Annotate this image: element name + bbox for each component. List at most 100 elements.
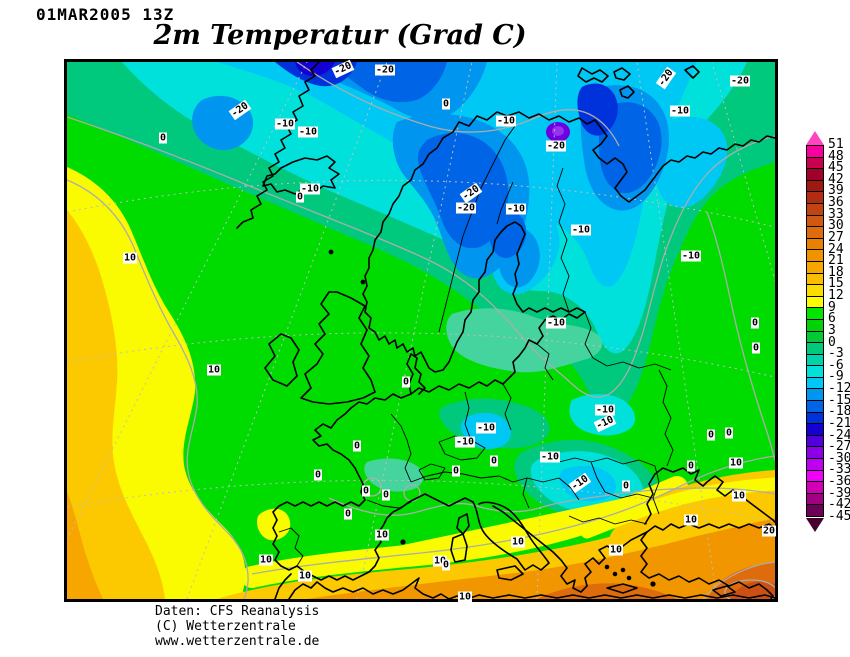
parallel-line [67, 479, 775, 523]
isotherm-label: 20 [761, 525, 777, 537]
colorbar-value: 33 [828, 206, 844, 222]
colorbar-value: 15 [828, 276, 844, 292]
border-portugal-spain [278, 527, 304, 567]
colorbar-box [807, 331, 823, 344]
border-norway-sweden [438, 125, 516, 333]
isotherm-label: 10 [608, 544, 624, 556]
coast-greenland [236, 62, 320, 229]
colorbar-value: 39 [828, 183, 844, 199]
fill-yellow-portugal-patch [257, 508, 291, 541]
coast-turkey-west-south [640, 531, 774, 599]
colorbar-box [807, 261, 823, 274]
border-switzerland [418, 463, 446, 481]
border-poland-east [502, 311, 594, 431]
isotherm-label: -10 [545, 317, 567, 329]
coast-sicily [496, 565, 524, 581]
isotherm-label: 10 [258, 554, 274, 566]
border-germany-poland [464, 391, 472, 441]
website-url: www.wetterzentrale.de [155, 634, 320, 649]
coast-denmark [406, 353, 426, 395]
fill-deepblue-topcenter [329, 62, 447, 103]
isotherm-label: 10 [510, 536, 526, 548]
isotherm-label: 0 [352, 440, 362, 452]
coast-iceland [262, 155, 340, 195]
border-finland-russia [556, 167, 570, 313]
country-border-layer [278, 125, 674, 567]
colorbar-box [807, 319, 823, 332]
colorbar-box [807, 192, 823, 204]
colorbar-box [807, 505, 823, 516]
isotherm-label: -20 [545, 140, 567, 152]
colorbar-box [807, 238, 823, 251]
isotherm-label: 0 [401, 376, 411, 388]
isotherm-label: -20 [228, 99, 252, 121]
coast-britain [300, 291, 376, 405]
isotherm-label: -10 [593, 413, 617, 433]
colorbar-value: 21 [828, 253, 844, 269]
colorbar-value: 6 [828, 311, 836, 327]
isotherm-label: -10 [669, 105, 691, 117]
colorbar-value: -6 [828, 357, 844, 373]
contour-minus20c [296, 62, 620, 147]
colorbar-box [807, 377, 823, 390]
colorbar-value: -21 [828, 415, 850, 431]
isotherm-label: 0 [751, 342, 761, 354]
colorbar-box [807, 470, 823, 483]
colorbar-value: -42 [828, 497, 850, 513]
coast-baltic-south [410, 311, 586, 395]
isotherm-label: 0 [621, 480, 631, 492]
border-france-east [390, 413, 412, 483]
coast-italy [472, 501, 550, 571]
attribution-footer: Daten: CFS Reanalysis (C) Wetterzentrale… [155, 604, 319, 649]
isotherm-label: -10 [297, 126, 319, 138]
colorbar-box [807, 354, 823, 367]
isotherm-label: -10 [539, 451, 561, 463]
fill-mint-nspain [364, 458, 424, 492]
isotherm-label: 0 [686, 460, 696, 472]
coast-scandinavia-west [362, 111, 586, 373]
meridian-line [636, 62, 718, 599]
isotherm-label: -20 [655, 66, 677, 90]
isotherm-label: -10 [475, 422, 497, 434]
island-aegean-1 [604, 564, 610, 570]
isotherm-label: -10 [594, 404, 616, 416]
colorbar-box [807, 169, 823, 181]
island-shetland [360, 279, 366, 285]
isotherm-label: -20 [459, 182, 483, 204]
graticule-layer [67, 62, 775, 599]
meridian-line [67, 62, 308, 541]
colorbar-box [807, 482, 823, 494]
isotherm-label: -10 [274, 118, 296, 130]
colorbar-value: 12 [828, 287, 844, 303]
isotherm-label: 0 [750, 317, 760, 329]
contour-10c-atlantic [67, 179, 249, 599]
colorbar-value: -3 [828, 346, 844, 362]
isotherm-label: -20 [729, 75, 751, 87]
fill-orange-africa [307, 518, 775, 599]
isotherm-label: 0 [361, 485, 371, 497]
colorbar-box [807, 459, 823, 471]
colorbar-triangle-top [806, 131, 824, 145]
chart-title: 2m Temperatur (Grad C) [153, 20, 527, 51]
isotherm-label: 10 [374, 529, 390, 541]
colorbar-value: -12 [828, 380, 850, 396]
colorbar-value: -36 [828, 473, 850, 489]
isotherm-label: 0 [313, 469, 323, 481]
coast-turkey-north [646, 523, 775, 533]
coastline-layer [236, 62, 775, 599]
run-datetime: 01MAR2005 13Z [36, 5, 175, 24]
island-aegean-4 [626, 575, 632, 581]
colorbar-box [807, 401, 823, 413]
isotherm-label: -10 [495, 115, 517, 127]
fill-amber-atlantic-sw [67, 210, 165, 599]
isotherm-label: 10 [731, 490, 747, 502]
isotherm-label: 0 [441, 559, 451, 571]
isotherm-label: -10 [299, 183, 321, 195]
isotherm-label: 0 [441, 98, 451, 110]
fill-violet-lapland-core [552, 126, 564, 136]
isotherm-label: 10 [683, 514, 699, 526]
colorbar-box [807, 250, 823, 262]
isotherm-label: 10 [297, 570, 313, 582]
colorbar-value: 36 [828, 194, 844, 210]
